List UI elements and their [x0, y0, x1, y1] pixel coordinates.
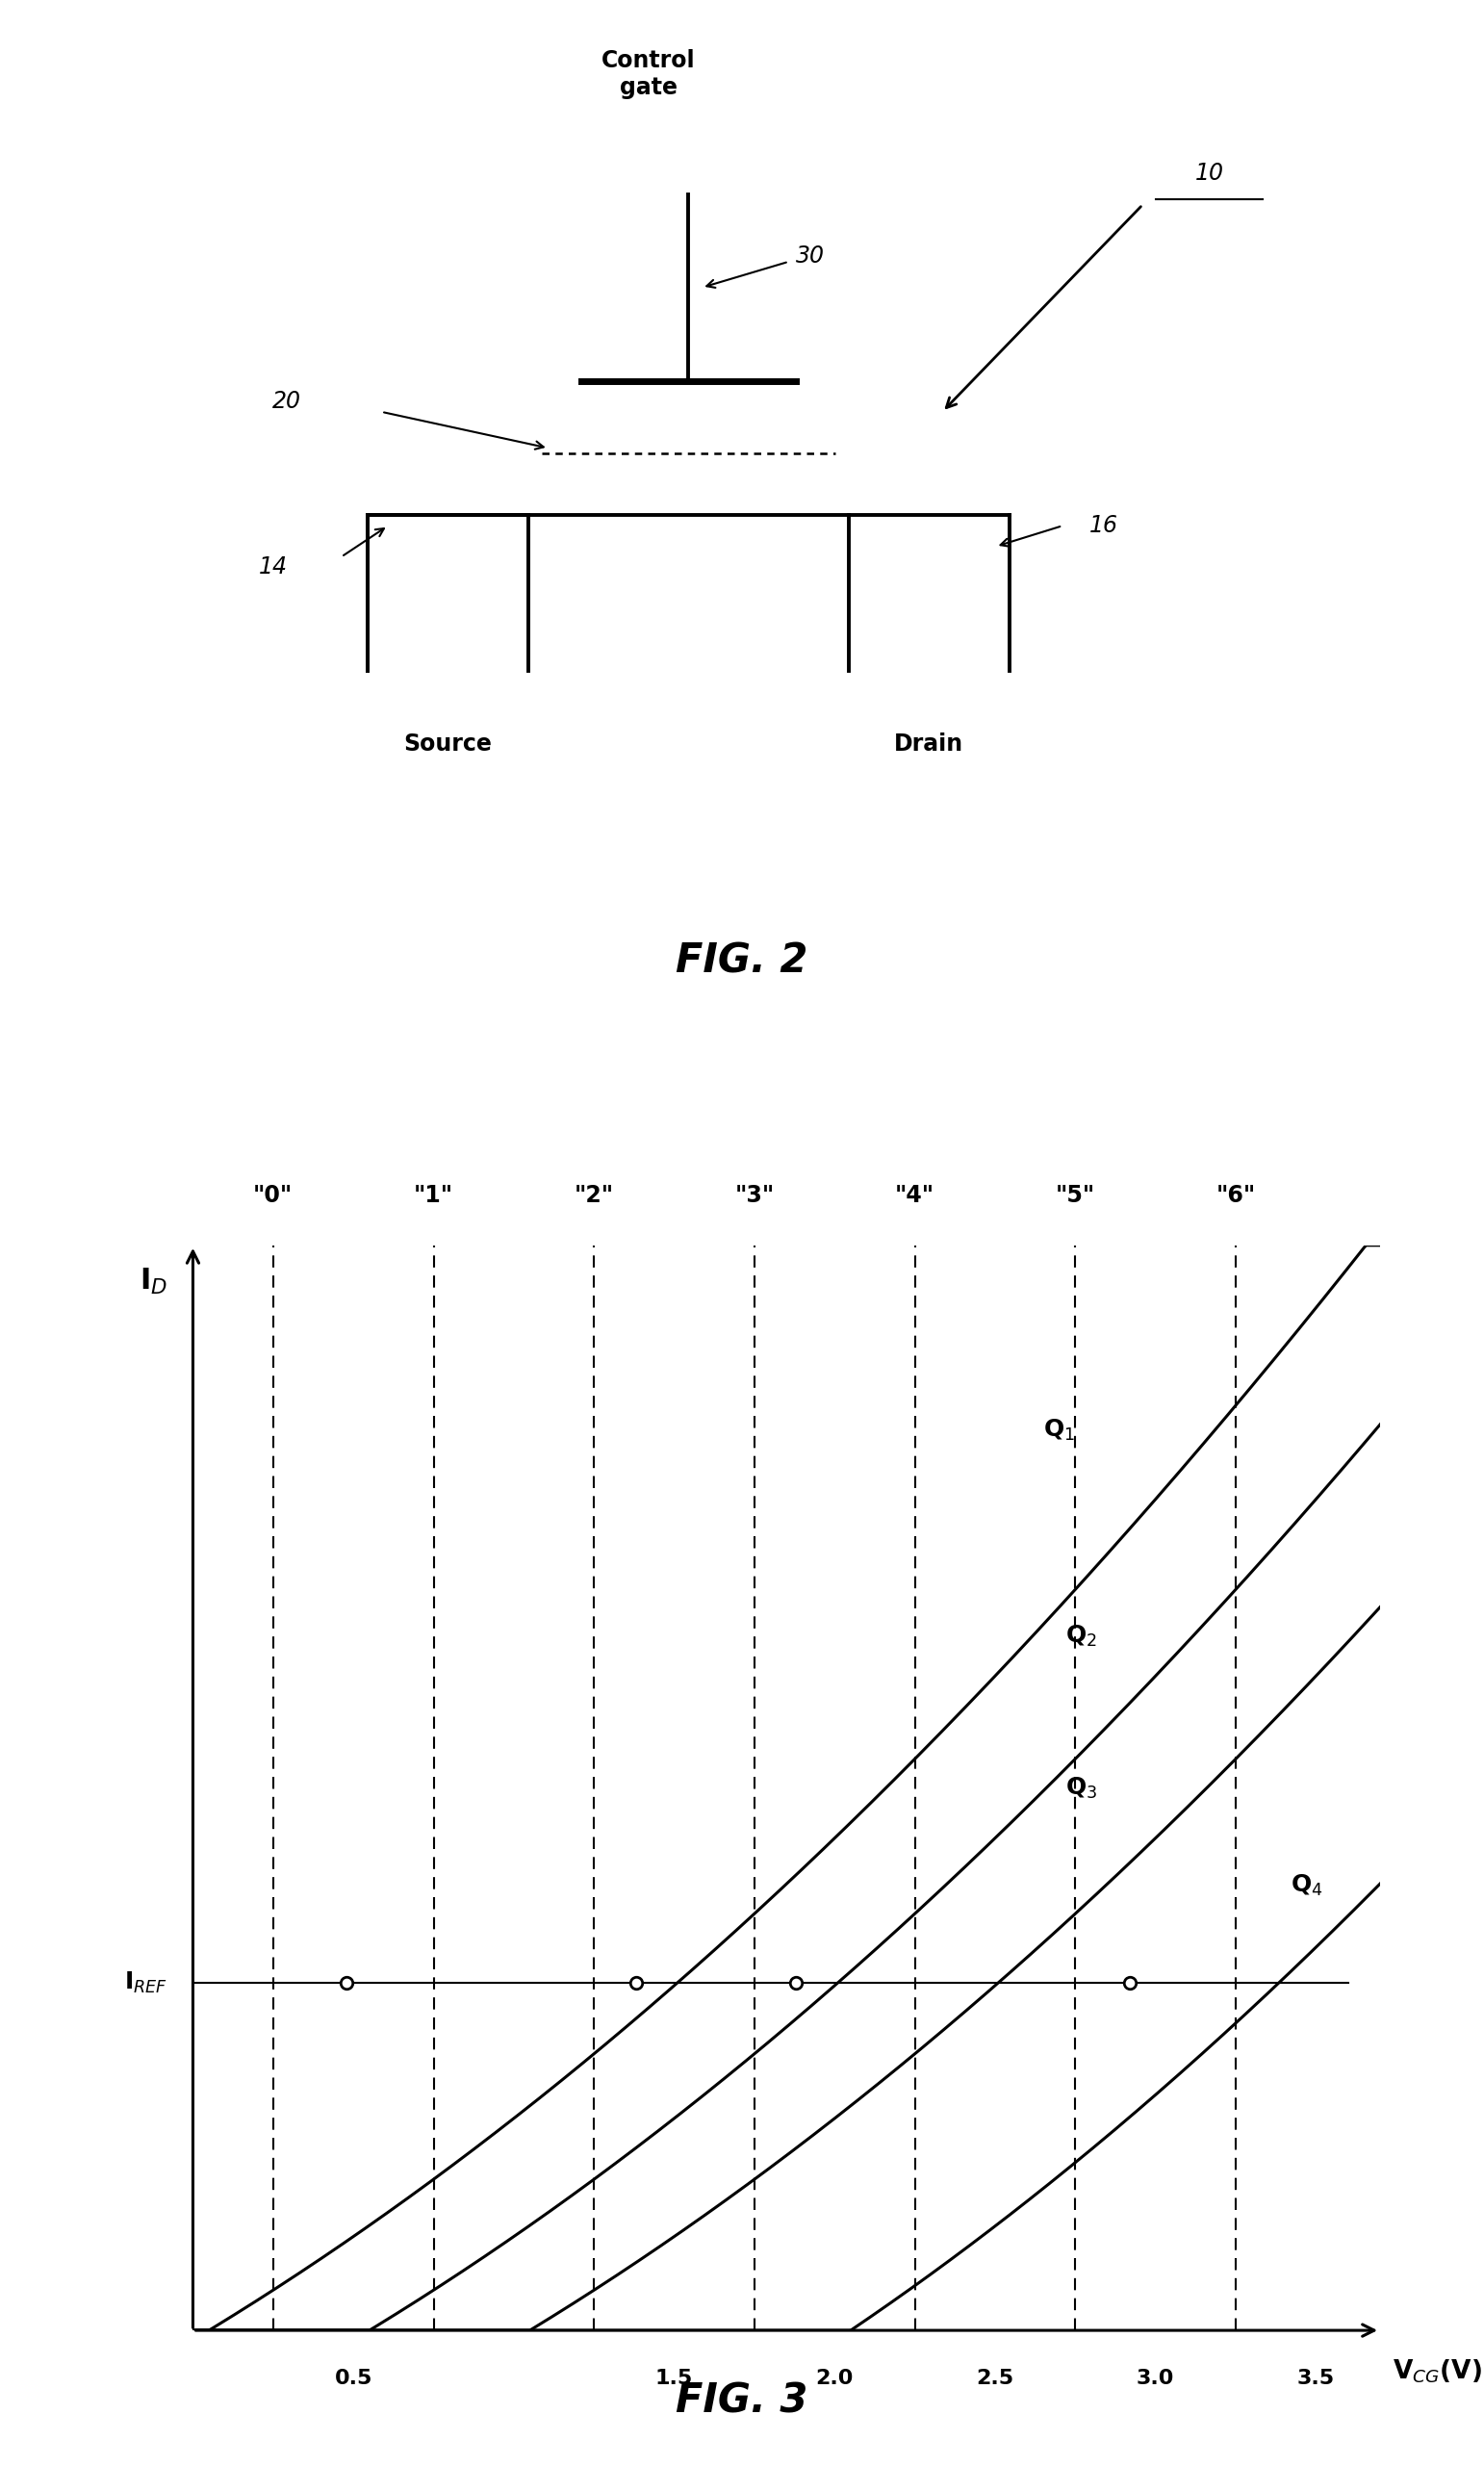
Text: Q$_4$: Q$_4$ — [1290, 1872, 1322, 1899]
Text: FIG. 3: FIG. 3 — [675, 2382, 809, 2422]
Text: "3": "3" — [735, 1184, 775, 1208]
Text: 20: 20 — [273, 390, 301, 412]
Text: V$_{CG}$(V): V$_{CG}$(V) — [1393, 2357, 1483, 2385]
Text: 16: 16 — [1089, 515, 1117, 538]
Text: "5": "5" — [1055, 1184, 1095, 1208]
Text: "0": "0" — [254, 1184, 292, 1208]
Text: Q$_3$: Q$_3$ — [1066, 1776, 1098, 1800]
Text: I$_{REF}$: I$_{REF}$ — [125, 1970, 168, 1995]
Text: 10: 10 — [1195, 163, 1224, 185]
Text: 0.5: 0.5 — [334, 2367, 372, 2387]
Text: Q$_1$: Q$_1$ — [1043, 1418, 1074, 1443]
Text: Drain: Drain — [895, 732, 963, 757]
Text: 3.5: 3.5 — [1297, 2367, 1334, 2387]
Text: Source: Source — [404, 732, 493, 757]
Text: 14: 14 — [260, 555, 288, 580]
Text: "6": "6" — [1215, 1184, 1255, 1208]
Text: FIG. 2: FIG. 2 — [675, 940, 809, 981]
Text: 2.5: 2.5 — [976, 2367, 1014, 2387]
Text: "4": "4" — [895, 1184, 935, 1208]
Text: I$_D$: I$_D$ — [139, 1268, 168, 1297]
Text: 1.5: 1.5 — [656, 2367, 693, 2387]
Text: 30: 30 — [795, 244, 824, 269]
Text: 2.0: 2.0 — [816, 2367, 853, 2387]
Text: Q$_2$: Q$_2$ — [1066, 1623, 1097, 1650]
Text: 3.0: 3.0 — [1137, 2367, 1174, 2387]
Text: "1": "1" — [414, 1184, 453, 1208]
Text: Control
gate: Control gate — [601, 49, 696, 99]
Text: "2": "2" — [574, 1184, 614, 1208]
